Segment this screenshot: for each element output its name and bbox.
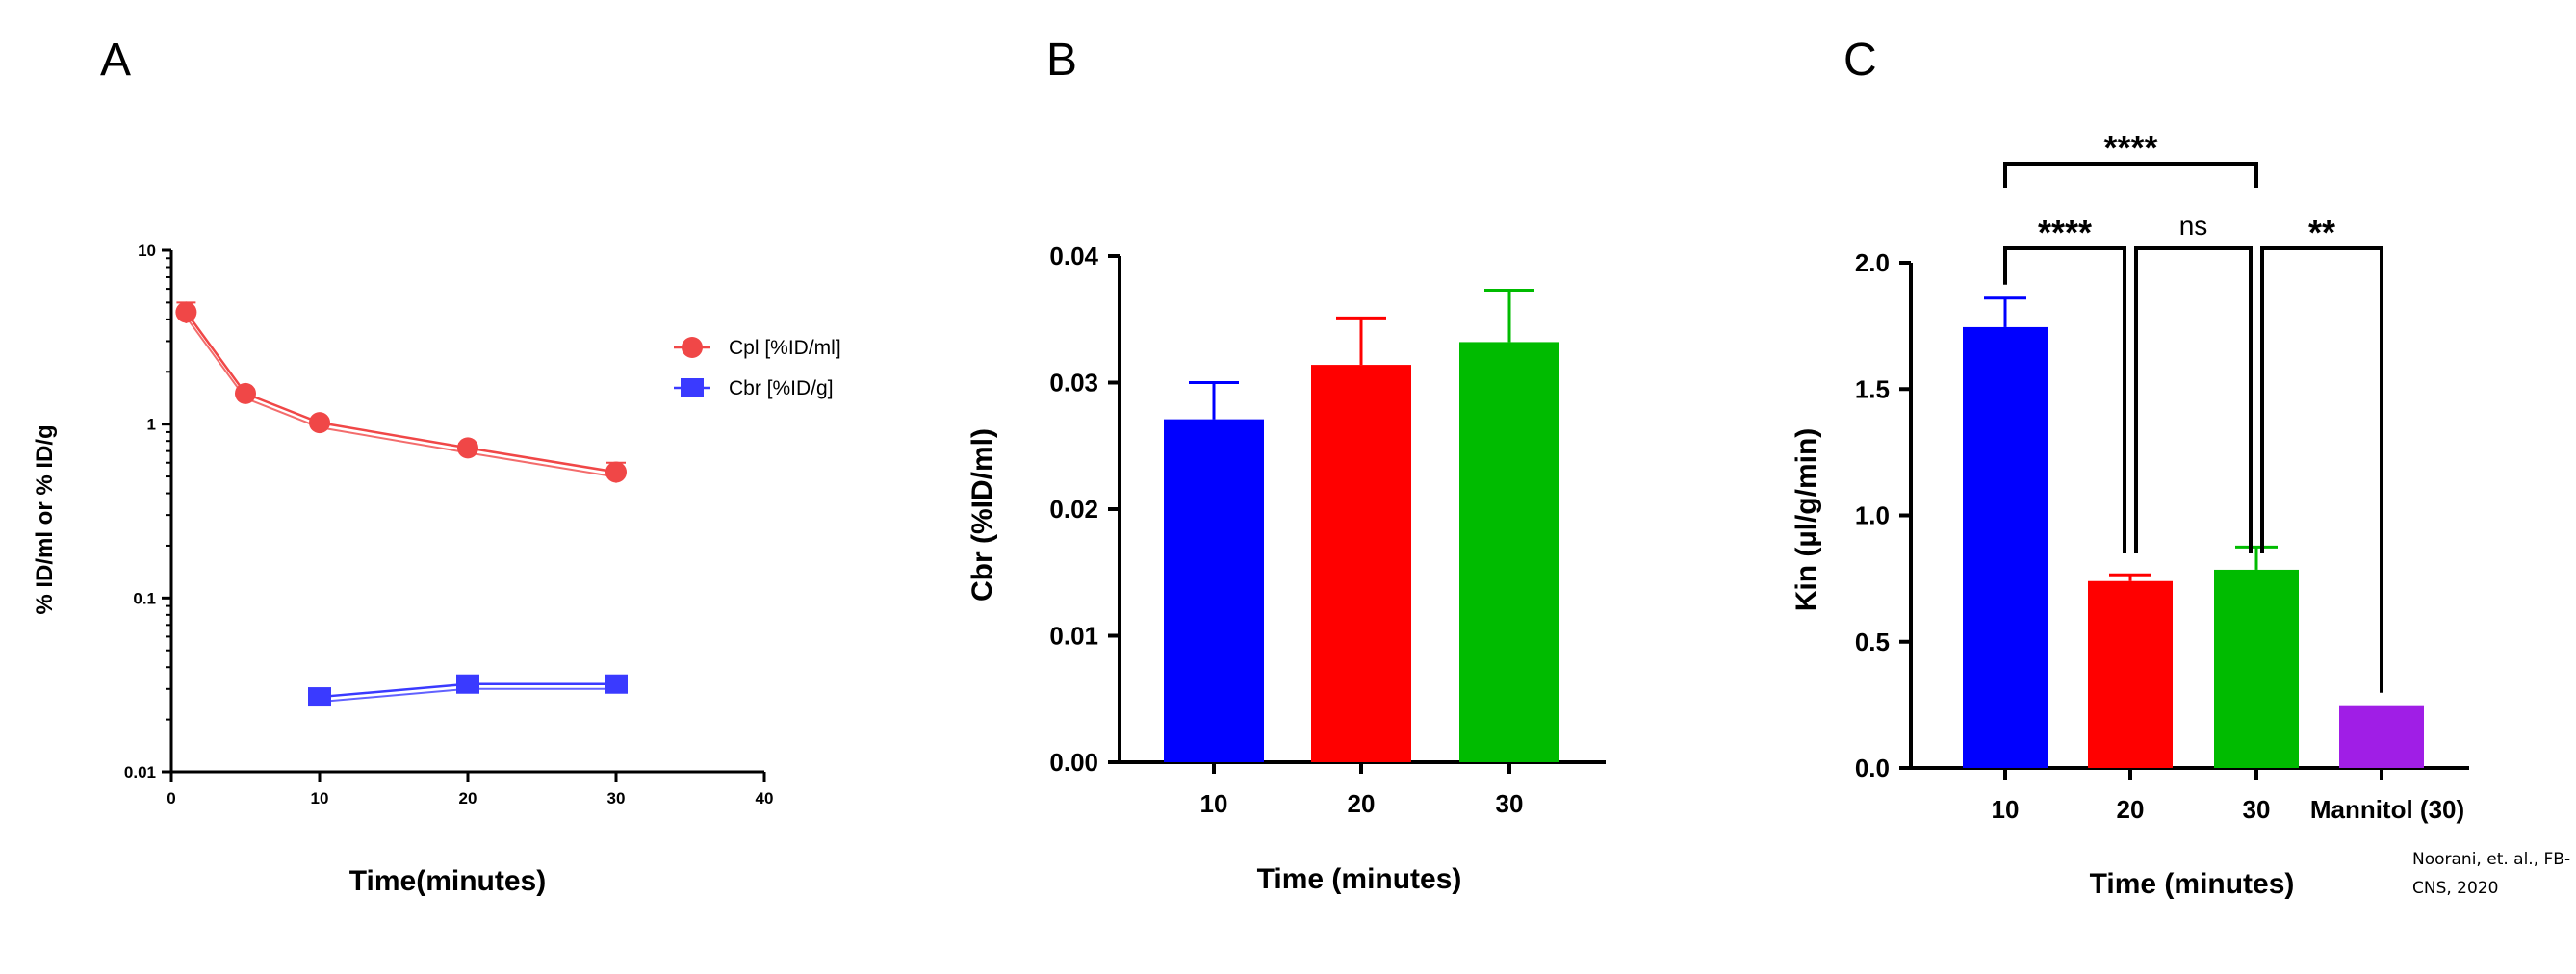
- panel-c-bar-2: [2214, 569, 2299, 768]
- panel-b-x-tick-label: 10: [1200, 789, 1228, 818]
- panel-a-y-tick-label: 0.01: [124, 763, 156, 782]
- panel-c-y-axis-title: Kin (µl/g/min): [1790, 428, 1822, 612]
- chart-panel-b: 0.00 0.01 0.02 0.03 0.04 10 20 30 Time (minute…: [966, 242, 1606, 895]
- panel-a-point-cbr: [456, 674, 479, 694]
- panel-c-bar-0: [1963, 326, 2048, 768]
- panel-c-x-tick-label: Mannitol (30): [2310, 795, 2464, 824]
- panel-a-point-cpl: [457, 437, 478, 459]
- panel-a-legend-label: Cpl [%ID/ml]: [729, 337, 841, 359]
- panel-c-y-tick-label: 2.0: [1855, 248, 1890, 277]
- panel-c-bracket-2: [2134, 246, 2253, 553]
- panel-b-x-axis-title: Time (minutes): [1257, 863, 1462, 895]
- panel-b-bars: 10 20 30: [1164, 289, 1559, 818]
- panel-a-point-cbr: [605, 674, 628, 694]
- panel-c-bracket-1: [2003, 246, 2126, 553]
- panel-b-y-tick-label: 0.01: [1049, 622, 1098, 651]
- panel-c-bracket-label-1: ****: [2038, 213, 2092, 252]
- panel-a-x-tick-label: 20: [459, 789, 477, 807]
- panel-b-y-tick-label: 0.03: [1049, 369, 1098, 397]
- panel-b-bar-20: [1311, 365, 1411, 762]
- panel-c-x-tick-label: 10: [1992, 795, 2020, 824]
- panel-c-bar-3: [2339, 705, 2424, 768]
- panel-a-series: [175, 301, 628, 707]
- panel-c-bracket-label-0: ****: [2103, 128, 2157, 167]
- panel-a-legend-marker-cbr: [681, 378, 704, 397]
- panel-letter-a: A: [100, 35, 131, 86]
- panel-a-legend: Cpl [%ID/ml] Cbr [%ID/g]: [674, 337, 841, 399]
- panel-a-x-tick-label: 40: [756, 789, 774, 807]
- panel-letter-b: B: [1046, 35, 1077, 86]
- chart-panel-a: 0.01 0.1 1 10 0 10 20 30 40 Cpl [%ID/ml] Cbr [%ID…: [32, 242, 841, 897]
- panel-c-y-tick-label: 0.5: [1855, 628, 1890, 656]
- panel-a-legend-label: Cbr [%ID/g]: [729, 377, 834, 399]
- panel-a-legend-marker-cpl: [682, 337, 703, 358]
- panel-b-bar-10: [1164, 419, 1264, 762]
- panel-b-y-tick-label: 0.04: [1049, 242, 1098, 270]
- panel-a-y-tick-label: 1: [147, 416, 156, 434]
- panel-b-bar-30: [1459, 342, 1559, 762]
- panel-c-bracket-label-2: ns: [2179, 211, 2208, 241]
- panel-a-x-tick-label: 0: [167, 789, 175, 807]
- panel-c-x-axis-title: Time (minutes): [2090, 868, 2295, 900]
- panel-a-y-axis-title: % ID/ml or % ID/g: [32, 424, 58, 614]
- panel-a-axes: 0.01 0.1 1 10 0 10 20 30 40: [124, 242, 774, 807]
- panel-a-x-tick-label: 30: [607, 789, 626, 807]
- panel-c-y-tick-label: 0.0: [1855, 754, 1890, 782]
- panel-c-bracket-0: [2003, 162, 2258, 188]
- panel-a-point-cpl: [309, 412, 330, 434]
- panel-b-y-tick-label: 0.02: [1049, 495, 1098, 524]
- panel-c-bracket-3: [2260, 246, 2383, 693]
- panel-b-x-tick-label: 30: [1496, 789, 1524, 818]
- panel-a-point-cpl: [235, 382, 256, 404]
- panel-c-bracket-label-3: **: [2308, 213, 2335, 252]
- panel-a-point-cpl: [175, 301, 197, 323]
- panel-c-bars: 10 20 30 Mannitol (30): [1963, 296, 2464, 824]
- panel-c-y-tick-label: 1.0: [1855, 501, 1890, 530]
- panel-c-y-tick-label: 1.5: [1855, 374, 1890, 403]
- panel-b-y-axis-title: Cbr (%ID/ml): [966, 428, 998, 602]
- panel-c-x-tick-label: 20: [2117, 795, 2145, 824]
- citation-line-1: Noorani, et. al., FB-: [2412, 850, 2570, 869]
- panel-a-y-tick-label: 0.1: [133, 589, 156, 607]
- panel-b-y-tick-label: 0.00: [1049, 748, 1098, 777]
- panel-a-y-tick-label: 10: [138, 242, 156, 260]
- panel-a-point-cpl: [605, 461, 627, 483]
- panel-a-point-cbr: [308, 687, 331, 707]
- panel-a-x-axis-title: Time(minutes): [349, 865, 546, 897]
- panel-c-x-tick-label: 30: [2243, 795, 2271, 824]
- panel-b-x-tick-label: 20: [1348, 789, 1376, 818]
- citation-line-2: CNS, 2020: [2412, 879, 2498, 898]
- panel-a-x-tick-label: 10: [311, 789, 329, 807]
- panel-c-significance-brackets: **** **** ns **: [2003, 128, 2383, 693]
- panel-letter-c: C: [1843, 35, 1877, 86]
- panel-c-bar-1: [2088, 580, 2173, 768]
- chart-panel-c: 0.00.51.01.52.0 10 20 30 Mannitol (30) ****…: [1790, 128, 2469, 900]
